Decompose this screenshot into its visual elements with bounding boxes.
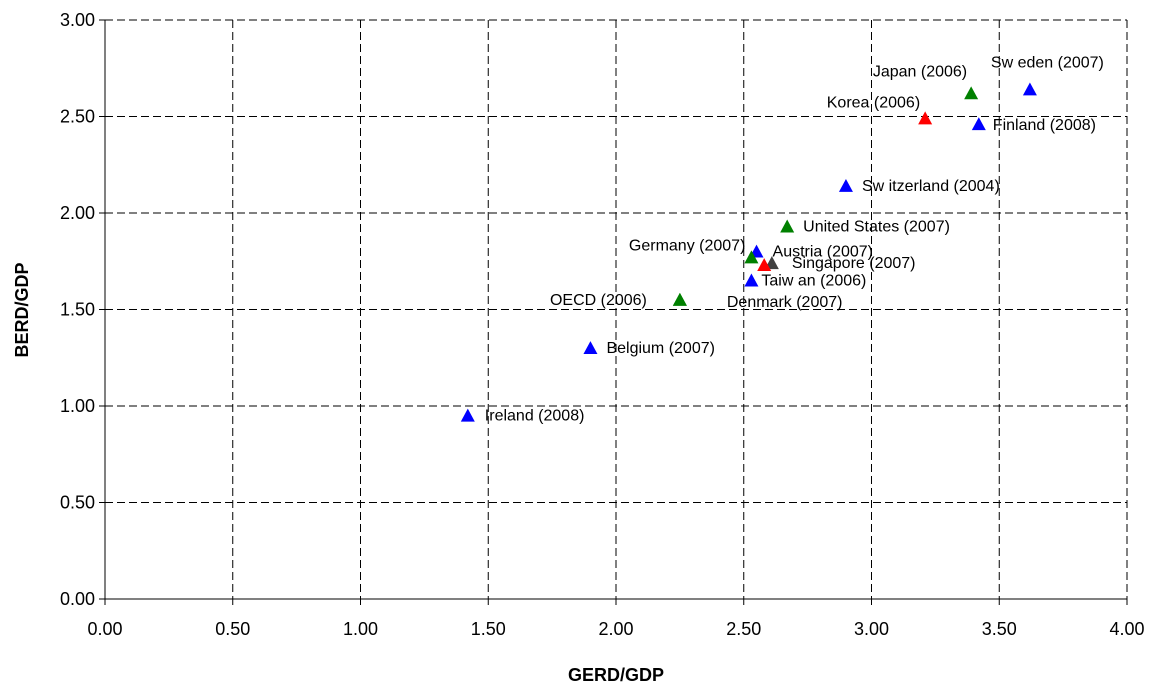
data-point-finland-2008	[971, 117, 986, 131]
point-label-oecd-2006: OECD (2006)	[550, 292, 647, 309]
point-label-austria-2007: Austria (2007)	[773, 244, 874, 261]
data-points	[460, 82, 1037, 422]
data-point-united-states-2007	[780, 219, 795, 233]
x-tick-label: 3.00	[854, 619, 889, 639]
tick-labels: 0.00 0.50 1.00 1.50 2.00 2.50 3.00 3.50 4.00 0.00…	[60, 10, 1145, 639]
y-tick-label: 2.00	[60, 203, 95, 223]
x-tick-label: 2.00	[598, 619, 633, 639]
point-label-belgium-2007: Belgium (2007)	[606, 340, 715, 357]
y-axis-title: BERD/GDP	[12, 262, 32, 357]
point-label-korea-2006: Korea (2006)	[827, 94, 920, 111]
point-label-denmark-2007: Denmark (2007)	[727, 294, 843, 311]
point-label-ireland-2008: Ireland (2008)	[485, 408, 585, 425]
data-point-denmark-2007	[672, 292, 687, 306]
point-label-singapore-2007: Singapore (2007)	[792, 255, 916, 272]
y-tick-label: 2.50	[60, 107, 95, 127]
data-point-germany-2007	[744, 250, 759, 264]
x-tick-label: 1.50	[471, 619, 506, 639]
data-point-korea-2006	[918, 111, 933, 125]
data-point-taiw-an-2006	[744, 273, 759, 287]
x-tick-label: 3.50	[982, 619, 1017, 639]
data-point-japan-2006	[964, 86, 979, 100]
data-point-sw-itzerland-2004	[838, 178, 853, 192]
x-tick-label: 1.00	[343, 619, 378, 639]
data-point-unlabeled	[757, 258, 772, 272]
x-tick-label: 2.50	[726, 619, 761, 639]
x-axis-title: GERD/GDP	[568, 665, 664, 685]
point-label-germany-2007: Germany (2007)	[629, 237, 746, 254]
y-tick-label: 1.00	[60, 396, 95, 416]
axes	[99, 19, 1128, 605]
x-tick-label: 0.00	[87, 619, 122, 639]
point-label-finland-2008: Finland (2008)	[993, 117, 1096, 134]
data-point-belgium-2007	[583, 341, 598, 355]
point-label-united-states-2007: United States (2007)	[803, 219, 950, 236]
data-point-ireland-2008	[460, 408, 475, 422]
point-label-sw-eden-2007: Sw eden (2007)	[991, 54, 1104, 71]
y-tick-label: 0.00	[60, 589, 95, 609]
y-tick-label: 3.00	[60, 10, 95, 30]
point-label-sw-itzerland-2004: Sw itzerland (2004)	[862, 178, 1000, 195]
y-tick-label: 0.50	[60, 493, 95, 513]
point-labels: Sw eden (2007) Japan (2006) Korea (2006) Fi…	[485, 54, 1104, 424]
grid	[105, 19, 1128, 599]
x-tick-label: 4.00	[1109, 619, 1144, 639]
data-point-sw-eden-2007	[1022, 82, 1037, 96]
point-label-japan-2006: Japan (2006)	[873, 63, 967, 80]
x-tick-label: 0.50	[215, 619, 250, 639]
y-tick-label: 1.50	[60, 300, 95, 320]
point-label-taiw-an-2006: Taiw an (2006)	[761, 273, 866, 290]
